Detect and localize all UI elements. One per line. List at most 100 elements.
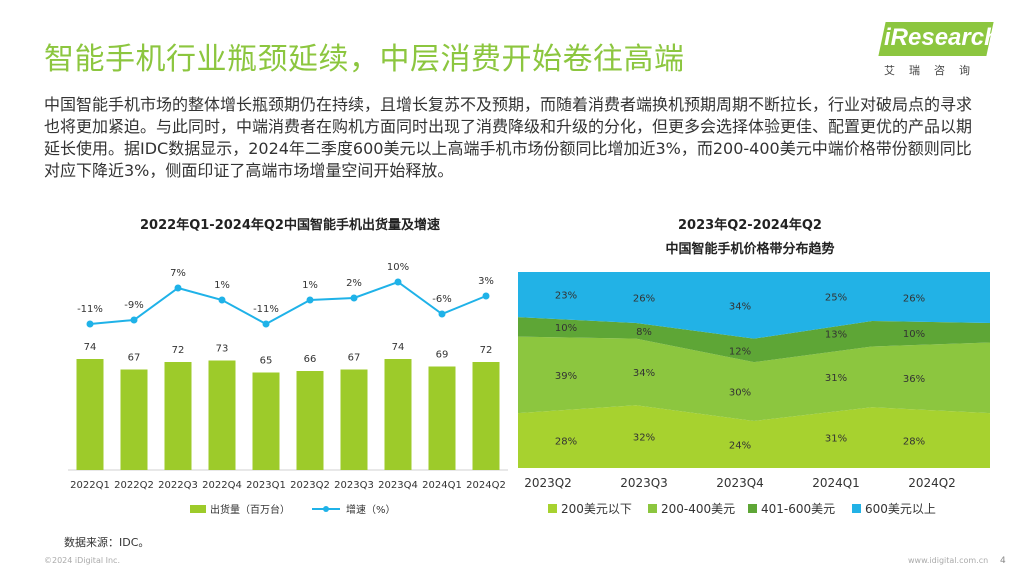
growth-label: -11% xyxy=(77,304,103,315)
shipment-bar-label: 67 xyxy=(128,353,141,364)
area-value-label: 24% xyxy=(729,440,751,451)
legend-swatch xyxy=(852,504,861,513)
chart2-x-tick: 2024Q2 xyxy=(908,476,956,490)
shipment-bar-label: 72 xyxy=(172,345,185,356)
chart2-title-line2: 中国智能手机价格带分布趋势 xyxy=(665,242,835,257)
legend-growth-label: 增速（%） xyxy=(346,503,396,516)
growth-point xyxy=(438,310,446,318)
legend-shipment-label: 出货量（百万台） xyxy=(210,503,290,516)
growth-label: 2% xyxy=(346,278,362,289)
legend-label: 200美元以下 xyxy=(561,502,632,516)
area-value-label: 31% xyxy=(825,373,847,384)
chart1-x-tick: 2023Q4 xyxy=(378,480,418,491)
shipment-bar xyxy=(472,362,500,470)
area-value-label: 36% xyxy=(903,374,925,385)
area-value-label: 13% xyxy=(825,330,847,341)
area-value-label: 34% xyxy=(633,368,655,379)
chart1-title: 2022年Q1-2024年Q2中国智能手机出货量及增速 xyxy=(140,218,440,233)
area-value-label: 39% xyxy=(555,371,577,382)
iresearch-logo: iResearch 艾瑞咨询 xyxy=(878,22,999,82)
legend-label: 200-400美元 xyxy=(661,502,735,516)
growth-label: -6% xyxy=(432,294,451,305)
growth-point xyxy=(482,292,490,300)
shipment-bar xyxy=(384,359,412,470)
shipment-bar xyxy=(296,371,324,470)
growth-label: 1% xyxy=(214,280,230,291)
growth-point xyxy=(218,296,226,304)
growth-point xyxy=(306,296,314,304)
area-1 xyxy=(518,405,990,468)
growth-label: 1% xyxy=(302,280,318,291)
shipment-bar xyxy=(428,366,456,470)
chart1-x-tick: 2024Q1 xyxy=(422,480,462,491)
chart2-x-tick: 2023Q2 xyxy=(524,476,572,490)
shipment-bar-label: 74 xyxy=(392,342,405,353)
chart1-x-tick: 2023Q2 xyxy=(290,480,330,491)
growth-label: -9% xyxy=(124,300,143,311)
growth-point xyxy=(174,284,182,292)
shipment-bar xyxy=(120,369,148,470)
chart2-x-tick: 2024Q1 xyxy=(812,476,860,490)
chart1-x-tick: 2024Q2 xyxy=(466,480,506,491)
area-value-label: 10% xyxy=(903,329,925,340)
page-title: 智能手机行业瓶颈延续，中层消费开始卷往高端 xyxy=(44,42,685,77)
legend-label: 600美元以上 xyxy=(865,502,936,516)
shipment-bar-label: 73 xyxy=(216,344,229,355)
area-value-label: 26% xyxy=(633,293,655,304)
growth-label: 10% xyxy=(387,262,409,273)
legend-shipment-swatch xyxy=(190,505,206,513)
chart2-x-tick: 2023Q3 xyxy=(620,476,668,490)
chart1-x-tick: 2022Q2 xyxy=(114,480,154,491)
area-2 xyxy=(518,336,990,421)
area-value-label: 25% xyxy=(825,293,847,304)
growth-label: 7% xyxy=(170,268,186,279)
shipment-bar xyxy=(252,372,280,470)
area-value-label: 8% xyxy=(636,327,652,338)
growth-point xyxy=(86,320,94,328)
shipment-bar-label: 67 xyxy=(348,353,361,364)
growth-point xyxy=(350,294,358,302)
legend-swatch xyxy=(748,504,757,513)
growth-label: 3% xyxy=(478,276,494,287)
data-source: 数据来源：IDC。 xyxy=(64,536,150,549)
chart1-x-tick: 2023Q1 xyxy=(246,480,286,491)
legend-swatch xyxy=(548,504,557,513)
logo-text: iResearch xyxy=(884,24,999,51)
shipment-bar xyxy=(164,362,192,470)
area-value-label: 12% xyxy=(729,346,751,357)
chart1-x-tick: 2022Q1 xyxy=(70,480,110,491)
legend-swatch xyxy=(648,504,657,513)
area-value-label: 32% xyxy=(633,433,655,444)
growth-label: -11% xyxy=(253,304,279,315)
shipment-bar-label: 69 xyxy=(436,350,449,361)
area-3 xyxy=(518,317,990,363)
chart1-x-tick: 2022Q3 xyxy=(158,480,198,491)
chart1-x-tick: 2023Q3 xyxy=(334,480,374,491)
growth-point xyxy=(394,278,402,286)
growth-point xyxy=(262,320,270,328)
growth-line xyxy=(89,280,487,326)
shipment-bar-label: 65 xyxy=(260,356,273,367)
area-value-label: 23% xyxy=(555,291,577,302)
page-number: 4 xyxy=(1000,556,1006,566)
growth-point xyxy=(130,316,138,324)
shipment-bar-label: 66 xyxy=(304,354,317,365)
area-4 xyxy=(518,272,990,339)
chart2-x-tick: 2023Q4 xyxy=(716,476,764,490)
footer-copyright: ©2024 iDigital Inc. xyxy=(44,556,120,565)
legend-label: 401-600美元 xyxy=(761,502,835,516)
area-value-label: 28% xyxy=(555,437,577,448)
chart2-title-line1: 2023年Q2-2024年Q2 xyxy=(678,218,822,233)
shipment-bar-label: 74 xyxy=(84,342,97,353)
legend-growth-marker xyxy=(323,506,329,512)
shipment-bar xyxy=(208,360,236,470)
area-value-label: 26% xyxy=(903,293,925,304)
area-value-label: 31% xyxy=(825,434,847,445)
area-value-label: 10% xyxy=(555,323,577,334)
logo-subtitle: 艾瑞咨询 xyxy=(884,64,984,77)
footer-website: www.idigital.com.cn xyxy=(908,556,989,565)
area-value-label: 34% xyxy=(729,301,751,312)
area-value-label: 30% xyxy=(729,388,751,399)
